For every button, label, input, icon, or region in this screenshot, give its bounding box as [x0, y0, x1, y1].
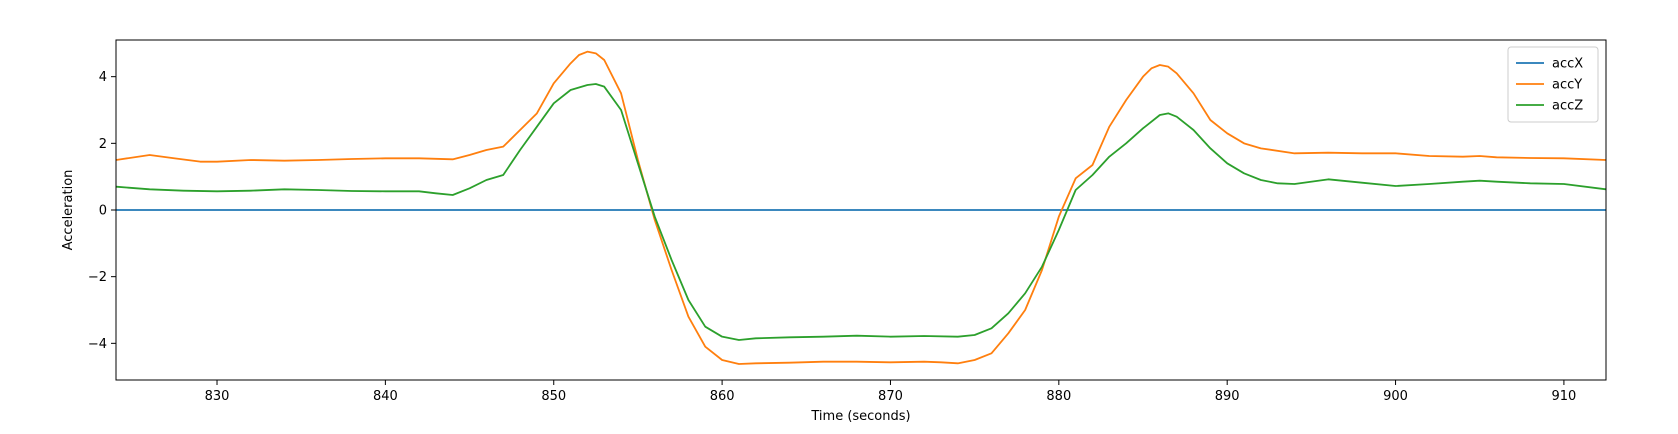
legend-label-accZ: accZ: [1552, 99, 1583, 114]
x-axis: 830 840 850 860 870 880 890 900 910: [205, 380, 1576, 404]
y-tick-label: 0: [99, 204, 107, 219]
x-tick-label: 840: [373, 389, 398, 404]
x-tick-label: 850: [541, 389, 566, 404]
x-tick-label: 880: [1046, 389, 1071, 404]
y-tick-label: 2: [99, 137, 107, 152]
x-tick-label: 830: [205, 389, 230, 404]
series-layer: [116, 50, 1606, 365]
legend-label-accY: accY: [1552, 78, 1582, 93]
x-tick-label: 890: [1215, 389, 1240, 404]
legend-box: [1507, 46, 1599, 123]
y-tick-label: −4: [88, 337, 107, 352]
y-tick-label: 4: [99, 70, 107, 85]
x-tick-label: 870: [878, 389, 903, 404]
legend: accX accY accZ: [1507, 46, 1599, 123]
y-axis: −4 −2 0 2 4: [88, 70, 116, 352]
series-line-accY: [116, 50, 1606, 365]
x-tick-label: 900: [1383, 389, 1408, 404]
y-tick-label: −2: [88, 270, 107, 285]
series-line-accZ: [116, 83, 1606, 341]
x-tick-label: 860: [710, 389, 735, 404]
y-axis-label: Acceleration: [61, 170, 76, 251]
x-axis-label: Time (seconds): [810, 409, 910, 424]
legend-label-accX: accX: [1552, 57, 1583, 72]
x-tick-label: 910: [1551, 389, 1576, 404]
